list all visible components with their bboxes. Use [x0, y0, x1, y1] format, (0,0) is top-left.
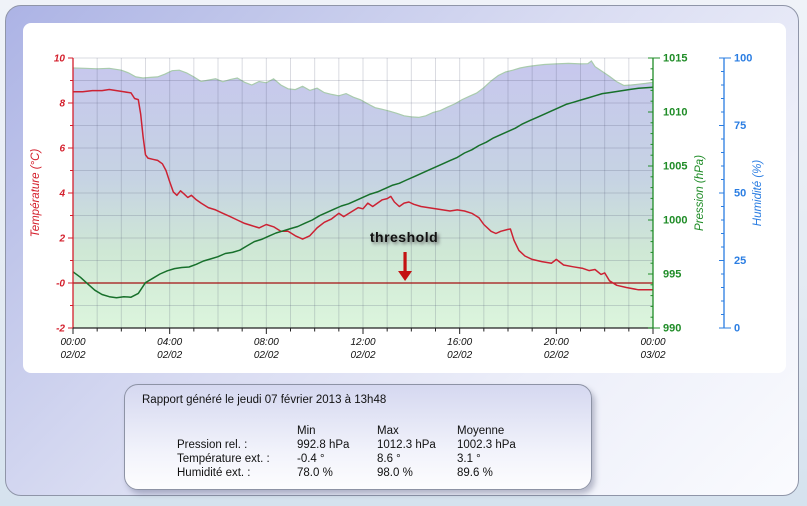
svg-text:Pression (hPa): Pression (hPa)	[694, 155, 706, 231]
time-axis: 00:00 02/02 04:00 02/02 08:00 02/02 12:00 02/02…	[60, 327, 666, 361]
svg-text:02/02: 02/02	[544, 350, 569, 361]
svg-text:04:00: 04:00	[157, 337, 182, 348]
svg-text:Température (°C): Température (°C)	[30, 149, 42, 238]
humidity-area	[73, 61, 653, 328]
row-label-humidity: Humidité ext. :	[177, 467, 251, 479]
svg-text:995: 995	[663, 269, 681, 281]
svg-text:1010: 1010	[663, 107, 687, 119]
svg-text:02/02: 02/02	[254, 350, 279, 361]
svg-text:00:00: 00:00	[60, 337, 85, 348]
humidity-max-value: 98.0 %	[377, 467, 413, 479]
temperature-axis: 10 8 6 4 2 -0 -2 Température (°C)	[30, 54, 74, 335]
row-label-temperature: Température ext. :	[177, 453, 270, 465]
table-corner-cell	[177, 425, 297, 439]
report-table: Min Max Moyenne Pression rel. : 992.8 hP…	[177, 425, 587, 481]
weather-chart: 10 8 6 4 2 -0 -2 Température (°C) 00:00 02/02 04:0…	[30, 53, 764, 362]
threshold-label: threshold	[369, 229, 439, 245]
svg-text:02/02: 02/02	[447, 350, 472, 361]
svg-text:6: 6	[59, 144, 65, 155]
svg-text:Humidité (%): Humidité (%)	[752, 160, 764, 227]
pressure-line	[72, 86, 654, 299]
humidity-line	[72, 60, 654, 119]
svg-text:08:00: 08:00	[254, 337, 279, 348]
humidity-mean-value: 89.6 %	[457, 467, 493, 479]
svg-text:1000: 1000	[663, 215, 687, 227]
outer-panel: 10 8 6 4 2 -0 -2 Température (°C) 00:00 02/02 04:0…	[5, 5, 799, 496]
temperature-max-value: 8.6 °	[377, 453, 401, 465]
column-header-max: Max	[377, 425, 399, 437]
pressure-max-value: 1012.3 hPa	[377, 439, 436, 451]
column-header-min: Min	[297, 425, 316, 437]
svg-text:02/02: 02/02	[60, 350, 85, 361]
svg-text:25: 25	[734, 255, 746, 267]
svg-text:12:00: 12:00	[350, 337, 375, 348]
svg-text:50: 50	[734, 188, 746, 200]
report-title: Rapport généré le jeudi 07 février 2013 …	[142, 394, 387, 406]
svg-text:8: 8	[59, 99, 65, 110]
svg-text:1005: 1005	[663, 161, 687, 173]
pressure-min-value: 992.8 hPa	[297, 439, 350, 451]
svg-text:-0: -0	[56, 279, 65, 290]
svg-text:02/02: 02/02	[350, 350, 375, 361]
column-header-moyenne: Moyenne	[457, 425, 505, 437]
pressure-mean-value: 1002.3 hPa	[457, 439, 516, 451]
svg-text:75: 75	[734, 120, 746, 132]
chart-card: 10 8 6 4 2 -0 -2 Température (°C) 00:00 02/02 04:0…	[23, 23, 786, 373]
row-label-pressure: Pression rel. :	[177, 439, 248, 451]
humidity-min-value: 78.0 %	[297, 467, 333, 479]
threshold-arrow-icon	[398, 252, 413, 281]
svg-text:20:00: 20:00	[543, 337, 569, 348]
svg-text:02/02: 02/02	[157, 350, 182, 361]
svg-text:10: 10	[54, 54, 66, 65]
svg-text:4: 4	[58, 189, 65, 200]
svg-text:-2: -2	[56, 324, 65, 335]
svg-text:1015: 1015	[663, 53, 687, 65]
humidity-axis: 100 75 50 25 0 Humidité (%)	[719, 53, 764, 335]
temperature-min-value: -0.4 °	[297, 453, 325, 465]
pressure-axis: 1015 1010 1005 1000 995 990 Pression (hPa)	[648, 53, 706, 335]
temperature-mean-value: 3.1 °	[457, 453, 481, 465]
svg-text:100: 100	[734, 53, 752, 65]
report-panel: Rapport généré le jeudi 07 février 2013 …	[124, 384, 592, 490]
svg-text:03/02: 03/02	[640, 350, 665, 361]
svg-text:16:00: 16:00	[447, 337, 472, 348]
svg-text:990: 990	[663, 323, 681, 335]
svg-text:0: 0	[734, 323, 740, 335]
temperature-line	[73, 88, 653, 291]
svg-text:2: 2	[58, 234, 65, 245]
svg-text:00:00: 00:00	[640, 337, 665, 348]
